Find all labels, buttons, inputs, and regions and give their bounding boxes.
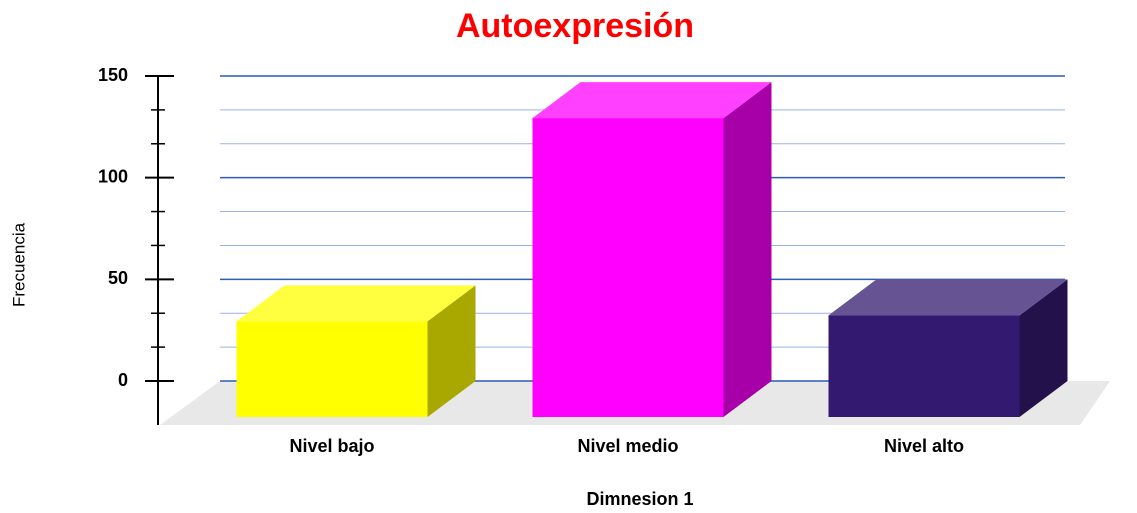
- bar-side: [723, 82, 772, 417]
- y-tick-label: 100: [98, 166, 128, 186]
- bar-top: [532, 82, 772, 119]
- x-tick-label: Nivel bajo: [289, 436, 374, 456]
- bar-side: [427, 285, 476, 417]
- y-tick-label: 50: [108, 268, 128, 288]
- bar-top: [828, 279, 1068, 316]
- bar-side: [1019, 279, 1068, 417]
- bar: [828, 315, 1020, 417]
- bar-top: [236, 285, 476, 322]
- bar: [236, 321, 428, 417]
- bar: [532, 118, 724, 417]
- y-axis-title: Frecuencia: [9, 222, 28, 307]
- y-tick-label: 150: [98, 65, 128, 85]
- x-tick-label: Nivel alto: [884, 436, 964, 456]
- x-axis-title: Dimnesion 1: [586, 489, 693, 509]
- y-tick-label: 0: [118, 370, 128, 390]
- chart-title: Autoexpresión: [456, 7, 694, 45]
- x-tick-label: Nivel medio: [577, 436, 678, 456]
